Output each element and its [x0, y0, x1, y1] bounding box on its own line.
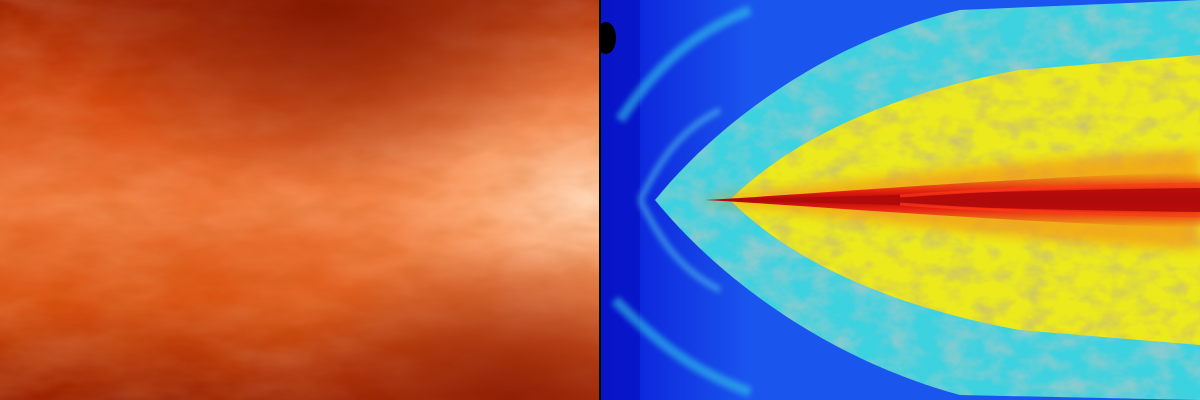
panel-divider [599, 0, 601, 400]
density-field-image [0, 0, 600, 400]
right-panel-velocity [600, 0, 1200, 400]
left-panel-density [0, 0, 600, 400]
velocity-field-image [600, 0, 1200, 400]
